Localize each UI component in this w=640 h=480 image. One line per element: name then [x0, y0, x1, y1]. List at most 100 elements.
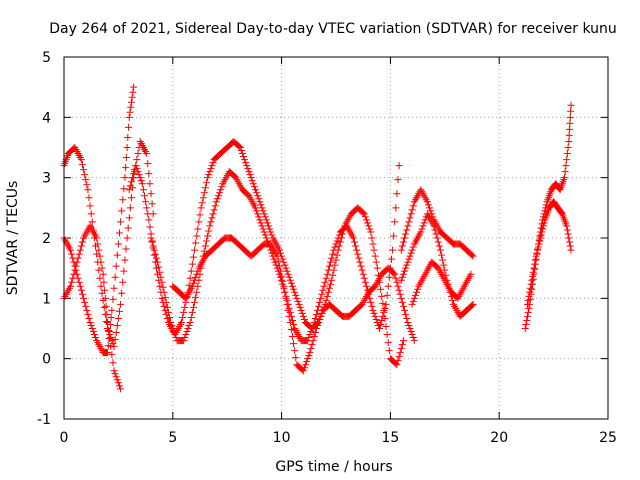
data-point	[403, 226, 411, 234]
data-point	[561, 168, 569, 176]
data-point	[241, 156, 249, 164]
data-point	[274, 257, 282, 265]
data-point	[409, 202, 417, 210]
data-point	[217, 186, 225, 194]
data-point	[121, 256, 129, 264]
data-point	[178, 318, 186, 326]
data-point	[371, 252, 379, 260]
data-point	[113, 251, 121, 259]
data-point	[249, 180, 257, 188]
data-point	[267, 228, 275, 236]
data-point	[286, 276, 294, 284]
data-point	[329, 271, 337, 279]
data-point	[143, 150, 151, 158]
data-point	[352, 242, 360, 250]
data-point	[283, 300, 291, 308]
data-point	[395, 353, 403, 361]
data-point	[201, 242, 209, 250]
data-point	[68, 278, 76, 286]
data-point	[183, 328, 191, 336]
data-point	[399, 238, 407, 246]
data-point	[257, 219, 265, 227]
data-point	[115, 307, 123, 315]
data-point	[360, 274, 368, 282]
data-point	[80, 166, 88, 174]
data-point	[147, 190, 155, 198]
data-point	[81, 171, 89, 179]
data-point	[82, 302, 90, 310]
data-point	[524, 296, 532, 304]
data-point	[296, 303, 304, 311]
data-point	[250, 183, 258, 191]
data-point	[414, 285, 422, 293]
data-point	[566, 242, 574, 250]
data-point	[324, 288, 332, 296]
data-point	[205, 171, 213, 179]
data-point	[368, 302, 376, 310]
x-tick-label: 25	[599, 430, 617, 446]
data-point	[358, 266, 366, 274]
data-point	[107, 334, 115, 342]
data-point	[256, 216, 264, 224]
data-point	[109, 359, 117, 367]
data-point	[523, 300, 531, 308]
data-point	[405, 321, 413, 329]
data-point	[138, 180, 146, 188]
data-point	[218, 183, 226, 191]
data-point	[85, 314, 93, 322]
data-point	[292, 354, 300, 362]
data-point	[125, 186, 133, 194]
data-point	[534, 243, 542, 251]
data-point	[537, 231, 545, 239]
data-point	[305, 334, 313, 342]
data-point	[298, 309, 306, 317]
data-point	[395, 162, 403, 170]
data-point	[97, 282, 105, 290]
data-point	[279, 255, 287, 263]
data-point	[369, 306, 377, 314]
data-point	[160, 302, 168, 310]
data-point	[321, 278, 329, 286]
data-point	[397, 345, 405, 353]
data-point	[563, 226, 571, 234]
data-point	[83, 306, 91, 314]
data-point	[68, 250, 76, 258]
data-point	[303, 358, 311, 366]
data-point	[323, 292, 331, 300]
data-point	[156, 268, 164, 276]
data-point	[308, 341, 316, 349]
data-point	[144, 210, 152, 218]
data-point	[396, 290, 404, 298]
data-point	[235, 142, 243, 150]
data-point	[261, 213, 269, 221]
data-point	[114, 314, 122, 322]
data-point	[304, 355, 312, 363]
data-point	[332, 256, 340, 264]
data-point	[188, 282, 196, 290]
data-point	[149, 242, 157, 250]
data-point	[299, 367, 307, 375]
data-point	[98, 264, 106, 272]
data-point	[254, 210, 262, 218]
data-point	[353, 246, 361, 254]
data-point	[148, 238, 156, 246]
data-point	[325, 284, 333, 292]
data-point	[328, 254, 336, 262]
y-tick-label: 0	[42, 352, 51, 368]
data-point	[275, 262, 283, 270]
data-point	[144, 160, 152, 168]
data-point	[121, 174, 129, 182]
data-point	[168, 321, 176, 329]
data-point	[365, 222, 373, 230]
data-point	[97, 258, 105, 266]
data-point	[189, 279, 197, 287]
data-point	[156, 282, 164, 290]
data-point	[284, 270, 292, 278]
data-point	[418, 225, 426, 233]
data-point	[293, 294, 301, 302]
data-point	[350, 238, 358, 246]
data-point	[208, 214, 216, 222]
data-point	[255, 213, 263, 221]
data-point	[126, 108, 134, 116]
data-point	[396, 349, 404, 357]
